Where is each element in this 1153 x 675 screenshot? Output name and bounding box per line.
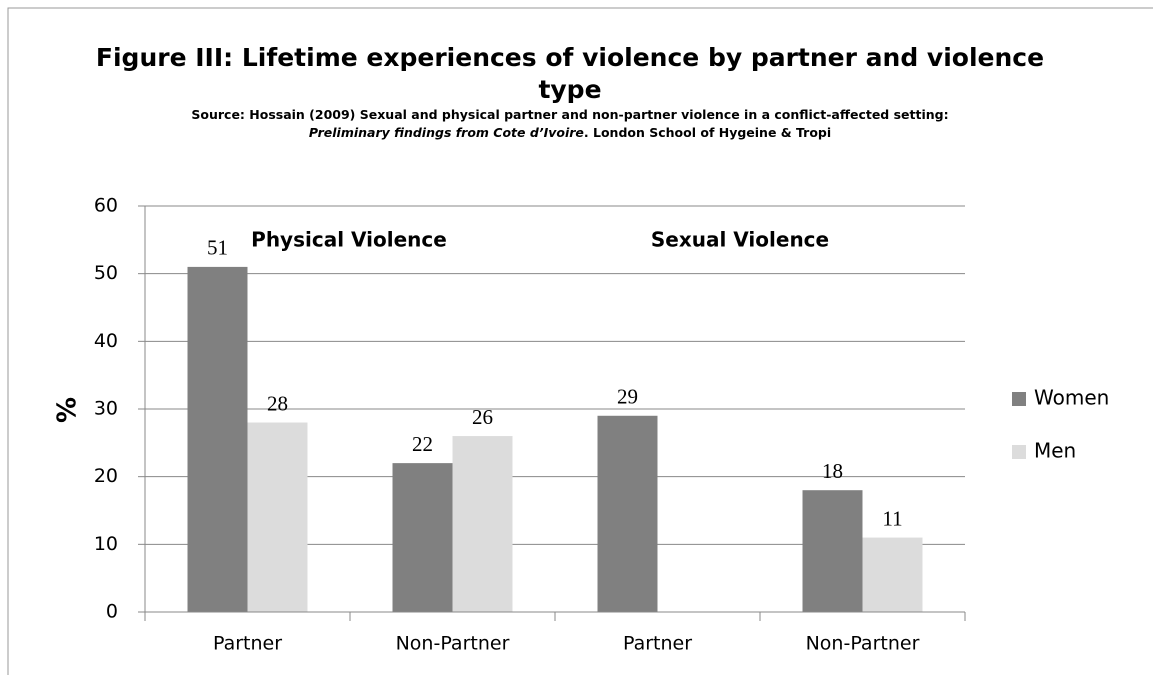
y-tick-label: 0 (106, 601, 118, 623)
subtitle-part: Preliminary findings from Cote d’Ivoire (308, 125, 584, 140)
value-label: 18 (822, 459, 843, 483)
bar (187, 266, 248, 612)
x-tick-label: Partner (213, 633, 282, 655)
value-label: 51 (207, 236, 228, 260)
bar (597, 415, 658, 612)
legend-label: Women (1034, 386, 1109, 410)
x-tick-label: Non-Partner (396, 633, 510, 655)
subtitle-part: Source: Hossain (2009) Sexual and physic… (191, 107, 949, 122)
y-tick-label: 50 (94, 262, 118, 284)
legend-label: Men (1034, 439, 1076, 463)
y-tick-label: 10 (94, 533, 118, 555)
annotation: Sexual Violence (651, 228, 829, 252)
x-tick-label: Partner (623, 633, 692, 655)
legend-swatch (1012, 392, 1026, 406)
bar (452, 436, 513, 612)
value-label: 28 (267, 391, 288, 415)
annotation: Physical Violence (251, 228, 447, 252)
y-axis-label: % (53, 397, 83, 423)
y-tick-label: 60 (94, 195, 118, 217)
y-tick-label: 40 (94, 330, 118, 352)
value-label: 11 (882, 506, 902, 530)
value-label: 29 (617, 385, 638, 409)
chart-subtitle: Source: Hossain (2009) Sexual and physic… (90, 106, 1050, 142)
bar (247, 422, 308, 612)
y-tick-label: 30 (94, 398, 118, 420)
x-tick-label: Non-Partner (806, 633, 920, 655)
chart-border (7, 7, 1153, 675)
value-label: 22 (412, 432, 433, 456)
legend-swatch (1012, 445, 1026, 459)
bar (862, 537, 923, 612)
value-label: 26 (472, 405, 493, 429)
subtitle-part: . London School of Hygeine & Tropi (583, 125, 832, 140)
y-tick-label: 20 (94, 465, 118, 487)
bar (802, 490, 863, 612)
bar (392, 463, 453, 612)
chart-title: Figure III: Lifetime experiences of viol… (95, 43, 1045, 104)
